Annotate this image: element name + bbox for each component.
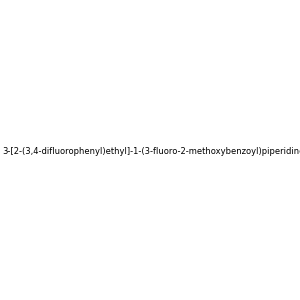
Text: 3-[2-(3,4-difluorophenyl)ethyl]-1-(3-fluoro-2-methoxybenzoyl)piperidine: 3-[2-(3,4-difluorophenyl)ethyl]-1-(3-flu… — [3, 147, 300, 156]
